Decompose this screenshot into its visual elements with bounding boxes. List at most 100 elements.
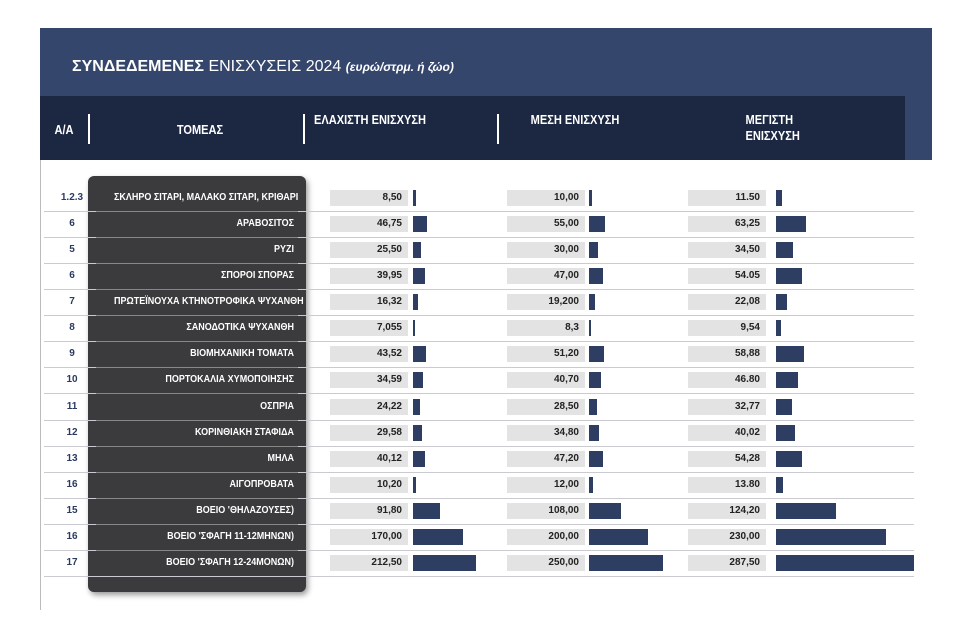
panel-line xyxy=(96,211,298,212)
row-line xyxy=(44,497,914,499)
bar xyxy=(776,346,805,363)
row-line xyxy=(44,211,914,212)
row-id: 7 xyxy=(69,296,75,308)
panel-line xyxy=(96,263,298,265)
bar xyxy=(413,242,421,259)
value-label: 12,00 xyxy=(507,476,585,493)
bar xyxy=(413,268,425,285)
row-line xyxy=(44,341,914,343)
row-line xyxy=(44,289,914,291)
value-label: 47,00 xyxy=(507,268,585,285)
panel-line xyxy=(96,523,298,525)
row-id: 8 xyxy=(69,322,75,334)
value-label: 250,00 xyxy=(507,554,585,571)
value-label: 230,00 xyxy=(688,528,766,545)
row-id: 6 xyxy=(69,270,75,282)
value-label: 30,00 xyxy=(507,242,585,259)
row-line xyxy=(44,263,914,265)
category: ΠΟΡΤΟΚΑΛΙΑ ΧΥΜΟΠΟΙΗΣΗΣ xyxy=(165,374,294,386)
bar xyxy=(589,554,663,571)
series-header: ΕΛΑΧΙΣΤΗ ΕΝΙΣΧΥΣΗ xyxy=(313,112,426,127)
panel-line xyxy=(96,419,298,421)
value-label: 200,00 xyxy=(507,528,585,545)
value-label: 47,20 xyxy=(507,450,585,467)
panel-line xyxy=(96,367,298,369)
title-rest: ΕΝΙΣΧΥΣΕΙΣ 2024 xyxy=(208,58,342,75)
row-line xyxy=(44,549,914,551)
bar xyxy=(589,346,605,363)
value-label: 124,20 xyxy=(688,502,766,519)
panel-line xyxy=(96,497,298,499)
value-label: 29,58 xyxy=(330,424,408,441)
title-band xyxy=(40,28,932,96)
left-edge xyxy=(40,160,41,610)
bar xyxy=(413,476,417,493)
category: ΚΟΡΙΝΘΙΑΚΗ ΣΤΑΦΙΔΑ xyxy=(195,426,294,438)
value-label: 91,80 xyxy=(330,502,408,519)
category-header: ΤΟΜΕΑΣ xyxy=(176,122,224,137)
row-id: 10 xyxy=(66,374,78,386)
panel-line xyxy=(96,289,298,291)
row-id: 12 xyxy=(66,426,78,438)
bar xyxy=(776,294,787,311)
value-label: 19,200 xyxy=(507,294,585,311)
category: ΒΙΟΜΗΧΑΝΙΚΗ ΤΟΜΑΤΑ xyxy=(190,348,294,360)
row-line xyxy=(44,315,914,317)
row-line xyxy=(44,575,914,577)
value-label: 34,50 xyxy=(688,242,766,259)
divider xyxy=(88,114,90,144)
bar xyxy=(589,268,603,285)
unit: (ευρώ/στρμ. ή ζώο) xyxy=(345,60,454,74)
row-id: 17 xyxy=(66,556,78,568)
category: ΣΚΛΗΡΟ ΣΙΤΑΡΙ, ΜΑΛΑΚΟ ΣΙΤΑΡΙ, ΚΡΙΘΑΡΙ xyxy=(114,192,299,203)
row-id: 6 xyxy=(69,218,75,230)
value-label: 212,50 xyxy=(330,554,408,571)
value-label: 39,95 xyxy=(330,268,408,285)
title: ΣΥΝΔΕΔΕΜΕΝΕΣ ΕΝΙΣΧΥΣΕΙΣ 2024 (ευρώ/στρμ.… xyxy=(72,58,454,76)
panel-line xyxy=(96,393,298,395)
category: ΣΠΟΡΟΙ ΣΠΟΡΑΣ xyxy=(220,270,294,282)
bar xyxy=(589,372,602,389)
bar xyxy=(589,398,598,415)
row-line xyxy=(44,237,914,239)
category: ΟΣΠΡΙΑ xyxy=(260,400,294,412)
bar xyxy=(776,242,793,259)
value-label: 7,055 xyxy=(330,320,408,337)
category: ΜΗΛΑ xyxy=(267,452,294,464)
category: ΑΙΓΟΠΡΟΒΑΤΑ xyxy=(229,478,294,490)
value-label: 54,28 xyxy=(688,450,766,467)
bar xyxy=(589,294,595,311)
bar xyxy=(776,528,887,545)
value-label: 170,00 xyxy=(330,528,408,545)
value-label: 55,00 xyxy=(507,216,585,233)
panel-line xyxy=(96,445,298,447)
title-bold: ΣΥΝΔΕΔΕΜΕΝΕΣ xyxy=(72,58,204,75)
value-label: 46.80 xyxy=(688,372,766,389)
value-label: 287,50 xyxy=(688,554,766,571)
value-label: 16,32 xyxy=(330,294,408,311)
bar xyxy=(776,398,792,415)
bar xyxy=(776,190,782,206)
value-label: 43,52 xyxy=(330,346,408,363)
value-label: 13.80 xyxy=(688,476,766,493)
row-line xyxy=(44,393,914,395)
row-line xyxy=(44,445,914,447)
panel-line xyxy=(96,237,298,239)
header-edge xyxy=(905,96,932,160)
value-label: 40,12 xyxy=(330,450,408,467)
value-label: 58,88 xyxy=(688,346,766,363)
row-id: 16 xyxy=(66,478,78,490)
bar xyxy=(589,450,603,467)
bar xyxy=(776,320,781,337)
bar xyxy=(589,476,593,493)
category: ΠΡΩΤΕΪΝΟΥΧΑ ΚΤΗΝΟΤΡΟΦΙΚΑ ΨΥΧΑΝΘΗ xyxy=(114,296,304,308)
bar xyxy=(589,502,621,519)
value-label: 40,02 xyxy=(688,424,766,441)
bar xyxy=(413,554,476,571)
value-label: 10,20 xyxy=(330,476,408,493)
bar xyxy=(413,502,441,519)
value-label: 10,00 xyxy=(507,190,585,206)
bar xyxy=(413,528,464,545)
category: ΒΟΕΙΟ 'ΣΦΑΓΗ 11-12ΜΗΝΩΝ) xyxy=(167,530,294,542)
